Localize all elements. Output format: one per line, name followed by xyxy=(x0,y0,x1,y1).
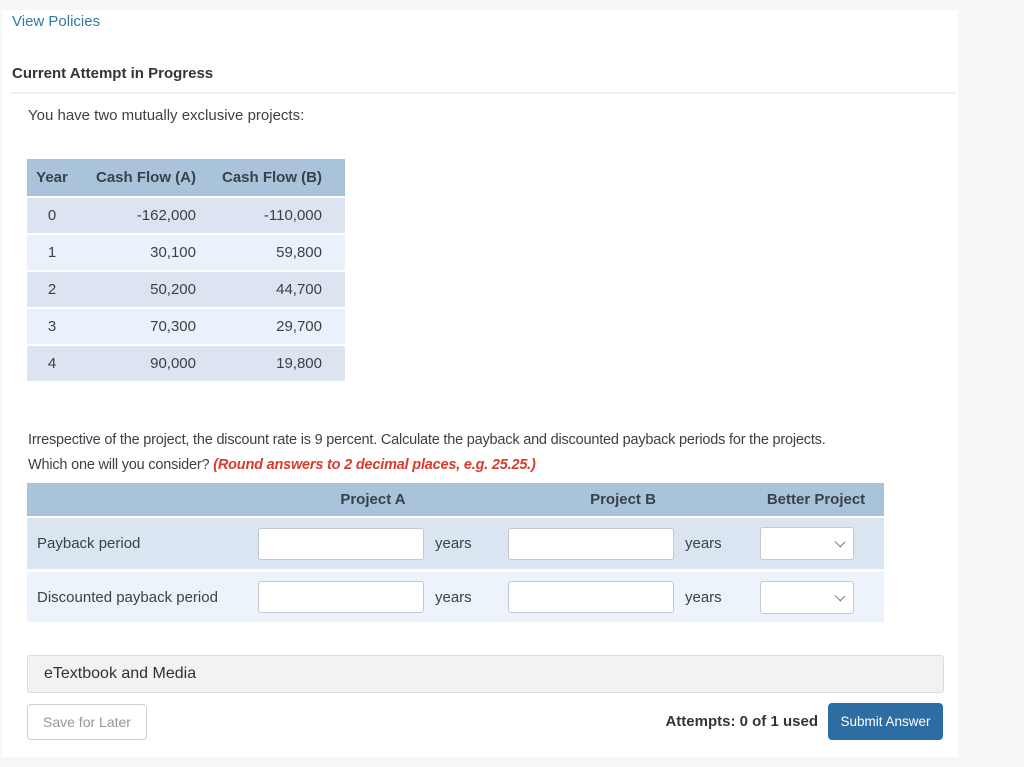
payback-project-b-cell: years xyxy=(498,527,748,560)
question-text: Irrespective of the project, the discoun… xyxy=(28,428,948,478)
answer-header-project-a: Project A xyxy=(340,491,406,508)
attempts-status: Attempts: 0 of 1 used xyxy=(665,713,818,730)
discounted-payback-better-cell xyxy=(748,580,884,614)
discounted-payback-period-label: Discounted payback period xyxy=(37,588,218,606)
etextbook-and-media-section[interactable]: eTextbook and Media xyxy=(27,655,944,693)
discounted-payback-a-unit-label: years xyxy=(435,588,472,606)
payback-project-a-cell: years xyxy=(248,527,498,560)
answer-header-project-b: Project B xyxy=(590,491,656,508)
payback-better-cell xyxy=(748,527,884,560)
cashflow-header-row: Year Cash Flow (A) Cash Flow (B) xyxy=(27,159,345,196)
payback-period-row: Payback period years years xyxy=(27,518,884,569)
payback-b-unit-label: years xyxy=(685,535,722,552)
current-attempt-heading: Current Attempt in Progress xyxy=(12,65,214,82)
payback-period-label: Payback period xyxy=(37,535,141,552)
cashflow-a-cell: -162,000 xyxy=(136,207,196,224)
payback-better-project-select[interactable] xyxy=(760,527,854,560)
payback-project-b-input[interactable] xyxy=(508,527,674,560)
section-divider xyxy=(10,92,956,94)
table-row: 3 70,300 29,700 xyxy=(27,309,345,344)
discounted-payback-project-a-input[interactable] xyxy=(258,581,424,613)
answer-table: Project A Project B Better Project Payba… xyxy=(27,483,884,625)
year-cell: 3 xyxy=(47,318,57,335)
problem-intro-text: You have two mutually exclusive projects… xyxy=(28,107,305,124)
cashflow-header-a: Cash Flow (A) xyxy=(96,169,196,186)
cashflow-b-cell: 19,800 xyxy=(276,355,322,372)
save-for-later-button[interactable]: Save for Later xyxy=(27,704,147,740)
discounted-payback-period-row: Discounted payback period years years xyxy=(27,572,884,622)
question-panel: View Policies Current Attempt in Progres… xyxy=(2,10,958,757)
view-policies-link[interactable]: View Policies xyxy=(12,13,101,30)
year-cell: 0 xyxy=(47,207,57,224)
rounding-note: (Round answers to 2 decimal places, e.g.… xyxy=(213,457,536,473)
year-cell: 4 xyxy=(47,355,57,372)
discounted-payback-better-select-wrap xyxy=(760,580,854,614)
table-row: 1 30,100 59,800 xyxy=(27,235,345,270)
answer-header-better-project: Better Project xyxy=(766,491,866,508)
cashflow-header-year: Year xyxy=(36,169,68,186)
cashflow-a-cell: 90,000 xyxy=(150,355,196,372)
question-sentence-1: Irrespective of the project, the discoun… xyxy=(28,432,826,448)
discounted-payback-b-unit-label: years xyxy=(685,588,722,606)
year-cell: 1 xyxy=(47,244,57,261)
question-sentence-2: Which one will you consider? xyxy=(28,457,210,473)
submit-answer-button[interactable]: Submit Answer xyxy=(828,703,943,740)
payback-project-a-input[interactable] xyxy=(258,527,424,560)
cashflow-a-cell: 30,100 xyxy=(150,244,196,261)
cashflow-b-cell: -110,000 xyxy=(263,207,322,224)
payback-a-unit-label: years xyxy=(435,535,472,552)
table-row: 4 90,000 19,800 xyxy=(27,346,345,381)
cashflow-b-cell: 29,700 xyxy=(276,318,322,335)
cashflow-b-cell: 59,800 xyxy=(276,244,322,261)
cashflow-a-cell: 70,300 xyxy=(150,318,196,335)
discounted-payback-project-b-cell: years xyxy=(498,581,748,613)
discounted-payback-project-b-input[interactable] xyxy=(508,581,674,613)
cashflow-a-cell: 50,200 xyxy=(150,281,196,298)
cashflow-table: Year Cash Flow (A) Cash Flow (B) 0 -162,… xyxy=(27,159,345,383)
table-row: 2 50,200 44,700 xyxy=(27,272,345,307)
cashflow-b-cell: 44,700 xyxy=(276,281,322,298)
payback-better-select-wrap xyxy=(760,527,854,560)
cashflow-header-b: Cash Flow (B) xyxy=(222,169,322,186)
year-cell: 2 xyxy=(47,281,57,298)
table-row: 0 -162,000 -110,000 xyxy=(27,198,345,233)
discounted-payback-project-a-cell: years xyxy=(248,581,498,613)
discounted-payback-better-project-select[interactable] xyxy=(760,580,854,614)
answer-header-row: Project A Project B Better Project xyxy=(27,483,884,516)
